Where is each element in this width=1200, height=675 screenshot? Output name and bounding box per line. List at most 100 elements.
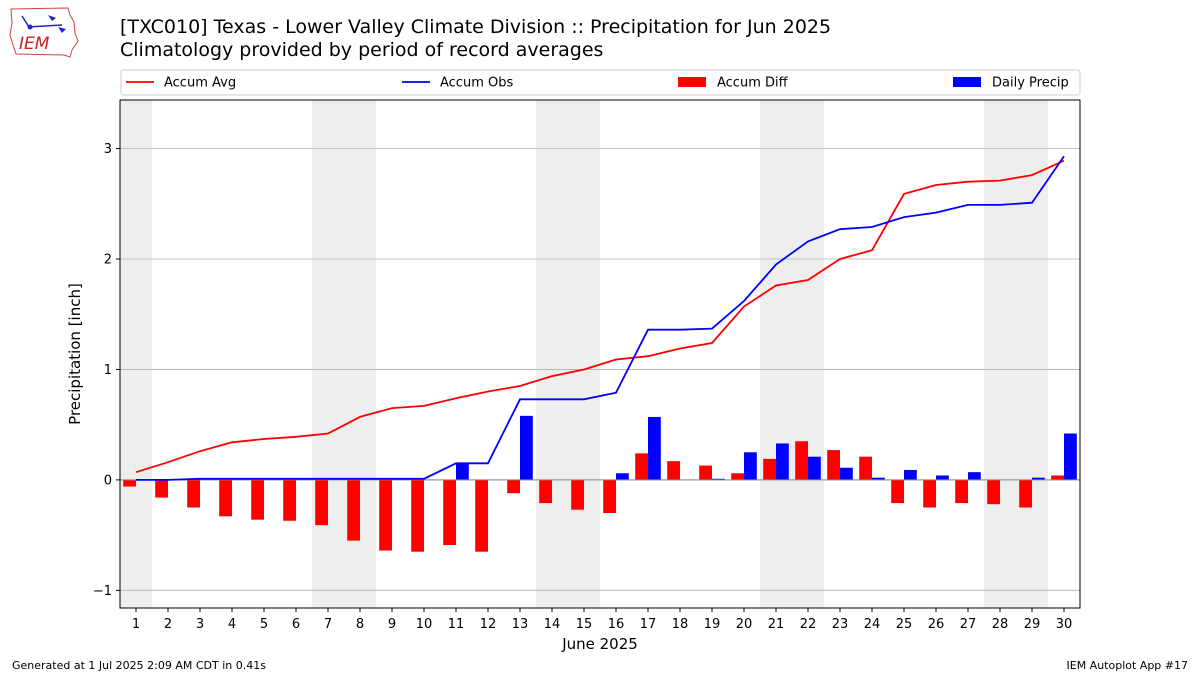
accum-diff-bar <box>219 479 232 517</box>
x-tick-label: 22 <box>800 617 817 632</box>
x-tick-label: 1 <box>132 617 140 632</box>
accum-obs-line <box>136 155 1065 481</box>
x-tick-label: 14 <box>544 617 561 632</box>
daily-precip-bar <box>744 452 757 480</box>
x-tick-label: 20 <box>736 617 753 632</box>
accum-diff-bar <box>891 479 904 504</box>
legend-label: Accum Obs <box>440 76 513 91</box>
accum-diff-bar <box>731 473 744 480</box>
x-tick-label: 23 <box>832 617 849 632</box>
daily-precip-bar <box>616 473 629 480</box>
weekend-band <box>536 100 600 608</box>
accum-diff-bar <box>795 441 808 480</box>
daily-precip-bar <box>1064 433 1077 480</box>
accum-diff-bar <box>827 450 840 480</box>
x-tick-label: 21 <box>768 617 785 632</box>
legend-label: Daily Precip <box>992 76 1069 91</box>
logo-text: IEM <box>19 34 50 54</box>
x-tick-label: 29 <box>1024 617 1041 632</box>
iem-logo: IEM <box>9 7 79 58</box>
x-tick-label: 19 <box>704 617 721 632</box>
accum-diff-bar <box>411 479 424 552</box>
x-tick-label: 12 <box>480 617 497 632</box>
y-axis: −1 0 1 2 3 <box>93 142 120 599</box>
legend-item-accum-diff: Accum Diff <box>678 76 789 91</box>
daily-precip-bar <box>456 463 469 480</box>
x-tick-label: 2 <box>164 617 172 632</box>
daily-precip-bar <box>648 416 661 480</box>
x-tick-label: 3 <box>196 617 204 632</box>
accum-diff-bar <box>187 479 200 508</box>
accum-diff-bar <box>635 453 648 480</box>
chart-title: [TXC010] Texas - Lower Valley Climate Di… <box>120 16 832 38</box>
daily-precip-bar <box>968 472 981 480</box>
chart-subtitle: Climatology provided by period of record… <box>120 39 604 61</box>
accum-avg-line <box>135 159 1065 474</box>
accum-diff-bar <box>667 461 680 480</box>
accum-diff-bar <box>539 479 552 504</box>
y-tick-label: 2 <box>104 253 112 268</box>
accum-diff-bar <box>155 479 168 498</box>
accum-diff-bar <box>859 456 872 480</box>
weekend-band <box>760 100 824 608</box>
weekend-band <box>984 100 1048 608</box>
x-axis-label: June 2025 <box>561 635 638 653</box>
accum-diff-bar <box>923 479 936 508</box>
accum-diff-bar <box>699 465 712 480</box>
legend-item-daily-precip: Daily Precip <box>953 76 1069 91</box>
legend-item-accum-obs: Accum Obs <box>402 76 513 91</box>
x-tick-label: 10 <box>416 617 433 632</box>
accum-diff-bar <box>987 479 1000 505</box>
accum-diff-bar <box>251 479 264 520</box>
x-tick-label: 28 <box>992 617 1009 632</box>
x-tick-label: 27 <box>960 617 977 632</box>
x-tick-label: 26 <box>928 617 945 632</box>
lines-layer <box>135 155 1065 481</box>
y-tick-label: 3 <box>104 142 112 157</box>
daily-precip-bar <box>936 475 949 480</box>
daily-precip-bar <box>904 469 917 480</box>
x-tick-label: 9 <box>388 617 396 632</box>
accum-diff-bar <box>1019 479 1032 508</box>
accum-diff-bar <box>379 479 392 551</box>
x-tick-label: 13 <box>512 617 529 632</box>
accum-diff-bar <box>1051 475 1064 480</box>
daily-precip-bar <box>872 477 885 480</box>
x-tick-label: 6 <box>292 617 300 632</box>
legend-label: Accum Diff <box>717 76 789 91</box>
daily-precip-bar <box>776 443 789 480</box>
x-tick-label: 25 <box>896 617 913 632</box>
x-tick-label: 18 <box>672 617 689 632</box>
y-tick-label: 0 <box>104 473 112 488</box>
accum-diff-bar <box>347 479 360 541</box>
bars-layer <box>123 415 1077 552</box>
x-tick-label: 30 <box>1056 617 1073 632</box>
x-tick-label: 7 <box>324 617 332 632</box>
x-tick-label: 8 <box>356 617 364 632</box>
accum-diff-bar <box>507 479 520 494</box>
x-tick-label: 24 <box>864 617 881 632</box>
accum-diff-bar <box>763 458 776 480</box>
legend: Accum Avg Accum Obs Accum Diff Daily Pre… <box>120 69 1081 96</box>
legend-label: Accum Avg <box>164 76 236 91</box>
accum-diff-bar <box>571 479 584 510</box>
daily-precip-bar <box>712 478 725 480</box>
daily-precip-bar <box>808 456 821 480</box>
x-tick-label: 5 <box>260 617 268 632</box>
daily-precip-bar <box>1032 477 1045 480</box>
y-tick-label: −1 <box>93 584 112 599</box>
daily-precip-bar <box>520 415 533 480</box>
x-tick-label: 17 <box>640 617 657 632</box>
x-tick-label: 15 <box>576 617 593 632</box>
x-axis: 1 2 3 4 5 6 7 8 9 10 11 12 13 14 15 16 17 18 19 20 21 22 23 24 2… <box>132 608 1072 632</box>
accum-diff-bar <box>475 479 488 552</box>
x-tick-label: 11 <box>448 617 465 632</box>
y-axis-label: Precipitation [inch] <box>66 283 84 425</box>
accum-diff-bar <box>443 479 456 546</box>
accum-diff-bar <box>955 479 968 504</box>
weekend-band <box>120 100 152 608</box>
x-tick-label: 16 <box>608 617 625 632</box>
weekend-band <box>312 100 376 608</box>
accum-diff-bar <box>283 479 296 521</box>
x-tick-label: 4 <box>228 617 236 632</box>
